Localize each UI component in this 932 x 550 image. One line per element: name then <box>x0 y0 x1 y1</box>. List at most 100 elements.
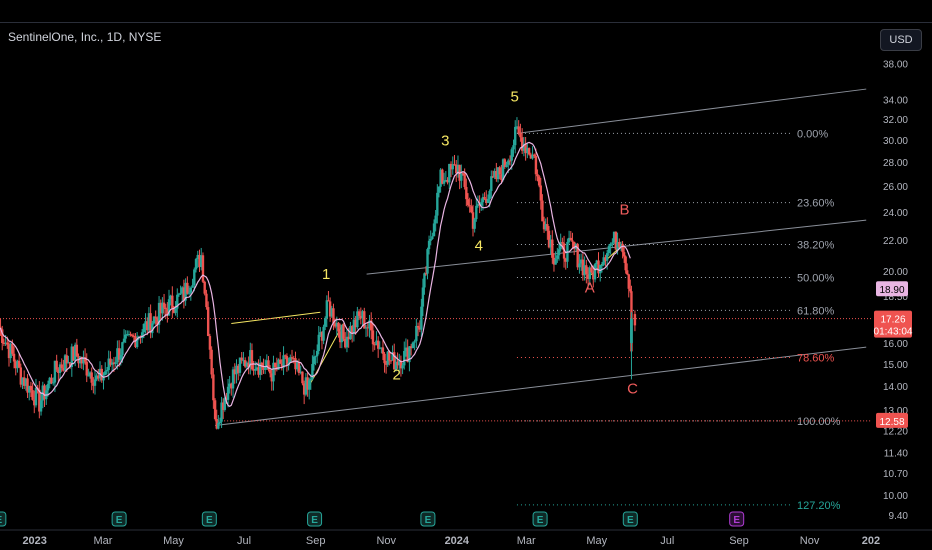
candle-body <box>503 159 507 167</box>
candle-body <box>547 230 551 248</box>
candle-body <box>396 361 399 366</box>
candle-body <box>174 308 177 313</box>
top-divider <box>0 22 932 23</box>
candle-body <box>333 323 337 327</box>
candle-body <box>320 332 324 341</box>
candle-body <box>322 326 325 341</box>
candle-body <box>512 145 515 150</box>
candle-body <box>309 379 313 381</box>
candle-body <box>311 364 314 380</box>
candle-body <box>226 386 230 400</box>
candle-body <box>250 350 254 370</box>
candle-body <box>217 422 220 429</box>
candle-body <box>403 351 406 366</box>
candle-body <box>485 198 488 204</box>
candle-body <box>600 264 604 266</box>
candle-body <box>515 126 519 128</box>
candle-body <box>29 385 33 391</box>
candle-body <box>12 353 16 362</box>
candle-body <box>193 269 196 286</box>
candle-body <box>393 352 396 370</box>
candle-body <box>206 307 210 337</box>
earnings-markers: EEEEEEEE <box>0 511 745 527</box>
candle-body <box>411 342 415 349</box>
candle-body <box>247 362 250 368</box>
candle-body <box>401 365 404 369</box>
earnings-label: E <box>425 515 432 526</box>
candle-body <box>315 350 319 357</box>
candle-body <box>357 311 361 316</box>
candle-body <box>181 287 184 294</box>
candle-body <box>338 331 342 343</box>
candle-body <box>471 212 475 229</box>
candle-body <box>465 186 468 200</box>
candle-body <box>567 237 571 242</box>
candle-body <box>39 400 43 412</box>
candle-body <box>442 180 446 184</box>
wave-label-C: C <box>627 380 638 397</box>
candle-body <box>498 167 501 175</box>
candle-body <box>554 258 557 265</box>
y-tick-label: 9.40 <box>889 511 909 522</box>
candle-body <box>539 185 542 201</box>
candle-body <box>242 360 245 362</box>
candle-body <box>308 380 311 390</box>
candle-body <box>26 378 29 393</box>
candle-body <box>100 368 103 381</box>
candle-body <box>363 311 366 329</box>
currency-button[interactable]: USD <box>880 29 922 51</box>
wave-label-3: 3 <box>441 132 449 149</box>
candle-body <box>599 264 602 274</box>
candle-body <box>626 270 629 275</box>
fib-label: 23.60% <box>797 198 835 210</box>
candle-body <box>441 169 444 184</box>
candle-body <box>187 292 191 294</box>
earnings-icon <box>111 511 127 527</box>
candle-body <box>262 367 265 370</box>
wave-label-5: 5 <box>510 88 518 105</box>
candle-body <box>517 126 520 134</box>
candle-body <box>127 334 131 336</box>
earnings-icon <box>420 511 436 527</box>
x-tick-label: May <box>163 535 184 547</box>
earnings-icon <box>622 511 638 527</box>
earnings-label: E <box>0 515 3 526</box>
candle-body <box>46 383 50 391</box>
candle-body <box>235 365 238 375</box>
candle-body <box>282 355 285 368</box>
candle-body <box>144 321 147 325</box>
candle-body <box>431 236 434 239</box>
candle-body <box>67 362 70 364</box>
candle-body <box>604 257 607 261</box>
candle-body <box>53 360 57 383</box>
lower-channel-line <box>215 346 867 426</box>
candle-body <box>466 199 470 206</box>
candle-body <box>268 369 272 374</box>
candle-body <box>34 387 38 406</box>
candle-body <box>595 260 598 265</box>
candle-body <box>203 281 206 294</box>
x-tick-label: Sep <box>306 535 326 547</box>
fib-label: 0.00% <box>797 128 828 140</box>
candle-body <box>514 126 517 146</box>
candle-body <box>200 255 203 267</box>
candle-body <box>488 191 491 200</box>
candle-body <box>368 320 371 329</box>
candle-body <box>243 360 247 367</box>
candle-body <box>420 306 423 330</box>
candle-body <box>527 148 531 155</box>
y-tick-label: 32.00 <box>883 115 908 126</box>
candle-body <box>43 385 46 400</box>
candle-body <box>157 302 161 325</box>
candle-body <box>210 349 213 375</box>
candle-body <box>296 362 299 370</box>
candle-body <box>132 335 136 337</box>
candle-body <box>551 239 554 258</box>
candle-body <box>122 338 126 343</box>
candle-body <box>164 307 167 310</box>
earnings-icon <box>307 511 323 527</box>
candle-body <box>359 315 363 319</box>
candle-body <box>24 378 28 386</box>
